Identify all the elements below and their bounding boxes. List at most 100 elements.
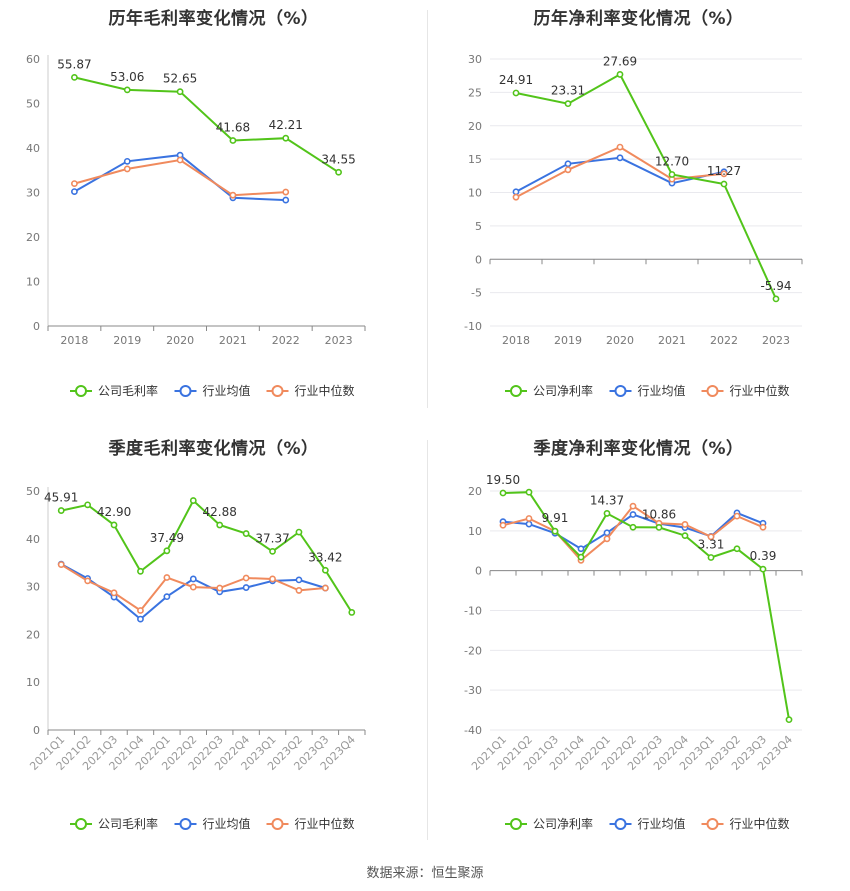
y-tick-label: 0 <box>475 565 482 578</box>
data-point <box>216 521 224 529</box>
data-point <box>269 547 276 555</box>
data-point <box>189 497 197 504</box>
data-point <box>577 545 585 553</box>
y-tick-label: 15 <box>468 153 482 166</box>
data-point <box>603 510 611 517</box>
x-tick-label: 2018 <box>60 334 88 347</box>
data-point <box>707 554 715 561</box>
y-tick-label: 40 <box>26 142 40 155</box>
data-point <box>720 180 728 188</box>
y-tick-label: 30 <box>468 53 482 66</box>
y-tick-label: 0 <box>33 320 40 333</box>
data-label: 42.90 <box>97 505 131 519</box>
data-label: 23.31 <box>551 84 585 98</box>
x-tick-label: 2018 <box>502 334 530 347</box>
legend-marker <box>706 385 719 397</box>
x-tick-label: 2021 <box>219 334 247 347</box>
data-point <box>759 523 767 531</box>
data-point <box>242 574 250 582</box>
data-point <box>229 191 237 199</box>
data-point <box>499 521 507 529</box>
x-tick-label: 2023 <box>325 334 353 347</box>
data-label: 52.65 <box>163 72 197 86</box>
data-point <box>733 545 741 553</box>
data-point <box>772 295 780 303</box>
chart-svg: -10 -5 0 5 10 15 20 25 30 2018 2019 2020 2021 2022 202… <box>464 53 803 398</box>
y-tick-label: 10 <box>468 187 482 200</box>
y-tick-label: 50 <box>26 485 40 498</box>
data-point <box>110 589 118 597</box>
data-point <box>84 501 92 509</box>
data-point <box>616 154 624 162</box>
data-point <box>123 165 131 173</box>
legend-label: 行业中位数 <box>730 816 790 831</box>
chart-title: 季度净利率变化情况（%） <box>533 439 744 459</box>
data-point <box>733 512 741 520</box>
y-tick-label: -10 <box>464 605 482 618</box>
legend-label: 行业均值 <box>203 816 251 831</box>
data-point <box>499 489 507 497</box>
data-point <box>57 561 65 569</box>
chart-panel-annual-gross-margin: 历年毛利率变化情况（%） 0 10 20 30 40 50 60 2018 2019 2020 20… <box>0 0 427 420</box>
data-label: 45.91 <box>44 491 78 505</box>
series-line <box>74 76 340 174</box>
data-point <box>57 507 65 514</box>
data-point <box>71 180 78 187</box>
chart-title: 历年毛利率变化情况（%） <box>108 9 319 29</box>
y-tick-label: 20 <box>468 485 482 498</box>
data-point <box>176 156 184 164</box>
y-tick-label: -10 <box>464 320 482 333</box>
data-point <box>564 166 572 174</box>
data-point <box>629 502 637 510</box>
data-label: 24.91 <box>499 73 533 87</box>
data-point <box>71 188 78 196</box>
data-point <box>603 529 611 537</box>
data-point <box>668 171 676 178</box>
data-label: 12.70 <box>655 154 689 168</box>
data-point <box>71 73 78 81</box>
data-point <box>616 71 624 78</box>
legend-marker <box>614 385 627 397</box>
legend-marker <box>614 818 627 830</box>
data-label: 37.49 <box>150 531 184 545</box>
data-label: 19.50 <box>486 473 520 487</box>
legend-label: 行业中位数 <box>295 816 355 831</box>
data-label: 27.69 <box>603 54 637 68</box>
legend-label: 公司净利率 <box>533 383 593 398</box>
data-label: 42.21 <box>269 118 303 132</box>
data-point <box>176 88 184 96</box>
legend-marker <box>271 818 284 830</box>
data-point <box>616 143 624 151</box>
data-point <box>512 89 520 97</box>
chart-title: 历年净利率变化情况（%） <box>533 9 744 29</box>
data-point <box>525 515 533 522</box>
data-point <box>282 188 290 196</box>
y-tick-label: -40 <box>464 724 482 737</box>
chart-svg: -40-30-20-10010202021Q12021Q22021Q32021Q… <box>464 473 803 831</box>
x-tick-label: 2022 <box>710 334 738 347</box>
legend-marker <box>510 818 522 830</box>
data-label: 33.42 <box>308 550 342 564</box>
data-point <box>189 575 197 583</box>
y-tick-label: 40 <box>26 533 40 546</box>
panel-divider <box>427 10 428 408</box>
series-line <box>515 156 725 193</box>
data-point <box>242 584 250 591</box>
data-point <box>163 574 171 581</box>
legend-label: 行业中位数 <box>295 383 355 398</box>
legend-marker <box>75 385 87 397</box>
data-point <box>577 553 585 561</box>
data-label: 34.55 <box>321 152 355 166</box>
panel-divider <box>427 440 428 840</box>
data-point <box>335 168 342 176</box>
data-label: 9.91 <box>542 511 569 525</box>
legend-marker <box>179 818 192 830</box>
legend-label: 公司毛利率 <box>98 383 158 398</box>
data-label: 42.88 <box>203 505 237 519</box>
data-point <box>295 576 303 584</box>
y-tick-label: 10 <box>26 276 40 289</box>
data-point <box>525 488 533 496</box>
legend-label: 行业均值 <box>638 816 686 831</box>
data-point <box>551 527 559 535</box>
data-point <box>282 196 290 204</box>
